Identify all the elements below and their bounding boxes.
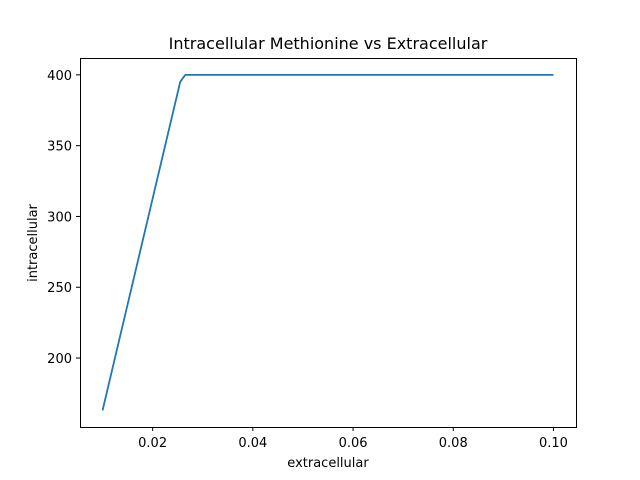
x-axis: 0.02 0.04 0.06 0.08 0.10	[138, 427, 568, 451]
x-tick-label: 0.04	[238, 436, 267, 451]
x-tick-label: 0.08	[439, 436, 468, 451]
y-tick-label: 250	[47, 281, 72, 296]
y-tick-label: 200	[47, 352, 72, 367]
plot-area	[101, 73, 554, 411]
x-axis-label: extracellular	[287, 456, 369, 471]
series-line-0	[101, 73, 554, 411]
x-tick-label: 0.10	[539, 436, 568, 451]
x-tick-label: 0.06	[339, 436, 368, 451]
y-tick-label: 300	[47, 210, 72, 225]
y-axis-label: intracellular	[26, 203, 41, 281]
chart-title: Intracellular Methionine vs Extracellula…	[169, 34, 488, 53]
x-tick-label: 0.02	[138, 436, 167, 451]
y-tick-label: 400	[47, 69, 72, 84]
y-tick-label: 350	[47, 140, 72, 155]
axes-frame	[80, 58, 577, 428]
y-axis: 200 250 300 350 400	[47, 69, 80, 367]
